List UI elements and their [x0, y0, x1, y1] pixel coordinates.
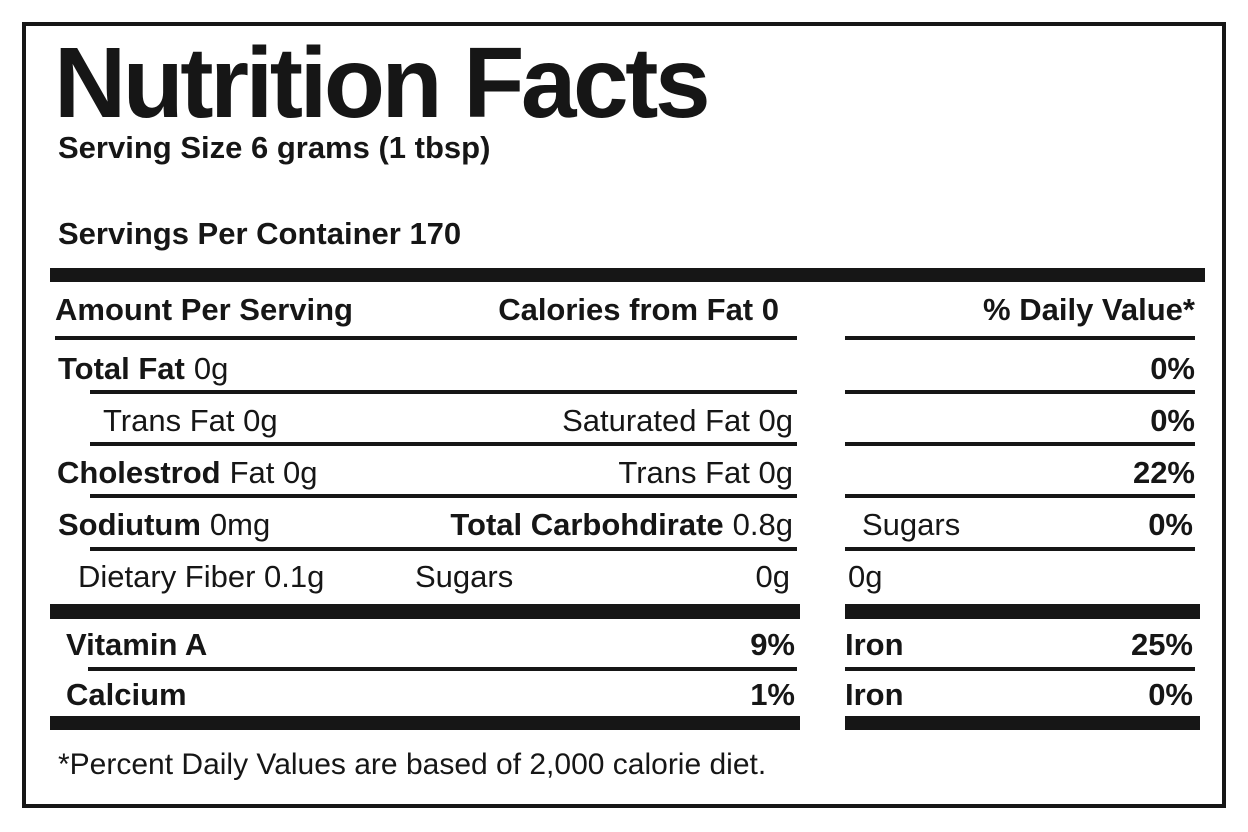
nutrient-name: Total Fat	[58, 351, 185, 386]
nutrient-right-value: 0g	[848, 559, 883, 594]
nutrient-row-sodiutum: Sodiutum 0mg	[58, 507, 270, 543]
thick-rule-bottom-right	[845, 716, 1200, 730]
divider-line	[90, 494, 797, 498]
nutrient-name: Total Carbohdirate	[450, 507, 724, 542]
nutrient-row-total-fat: Total Fat 0g	[58, 351, 228, 387]
nutrient-value: 0mg	[209, 507, 271, 542]
header-row-left: Amount Per Serving Calories from Fat 0	[55, 292, 797, 328]
nutrient-mid-sugars: Sugars 0g	[408, 559, 793, 595]
vitamin-percent: 9%	[750, 627, 795, 662]
thick-rule-mid-left	[50, 604, 800, 619]
nutrient-value: 0.8g	[732, 507, 793, 542]
daily-value-percent: 22%	[1132, 455, 1195, 490]
divider-line	[90, 547, 797, 551]
nutrient-name: Sugars	[862, 507, 961, 542]
label-title: Nutrition Facts	[54, 27, 711, 139]
nutrient-value: 0g	[193, 351, 229, 386]
vitamin-row-right: Iron 25%	[845, 627, 1193, 663]
nutrient-name: Sugars	[415, 559, 514, 594]
servings-per-container-text: Servings Per Container 170	[58, 216, 462, 251]
divider-line	[845, 336, 1195, 340]
divider-line	[90, 442, 797, 446]
vitamin-row-left: Calcium 1%	[66, 677, 795, 713]
vitamin-percent: 25%	[1130, 627, 1193, 662]
nutrient-mid-total-carbohdirate: Total Carbohdirate 0.8g	[50, 507, 797, 543]
header-calories-from-fat: Calories from Fat 0	[498, 292, 779, 327]
thick-rule-top	[50, 268, 1205, 282]
serving-size-text: Serving Size 6 grams (1 tbsp)	[58, 130, 491, 165]
divider-line	[845, 547, 1195, 551]
vitamin-row-right: Iron 0%	[845, 677, 1193, 713]
nutrient-name: Sodiutum	[58, 507, 201, 542]
label-border	[22, 22, 1226, 808]
divider-line	[845, 494, 1195, 498]
divider-line	[90, 390, 797, 394]
nutrient-mid-trans-fat: Trans Fat 0g	[618, 455, 793, 490]
divider-line	[845, 667, 1195, 671]
daily-value-percent: 0%	[1150, 351, 1195, 386]
nutrient-value: Fat 0g	[229, 455, 318, 490]
nutrient-name: Cholestrod	[57, 455, 221, 490]
daily-value-percent: 0%	[1150, 403, 1195, 438]
vitamin-name: Calcium	[66, 677, 187, 712]
divider-line	[88, 667, 797, 671]
vitamin-row-left: Vitamin A 9%	[66, 627, 795, 663]
daily-value-footnote: *Percent Daily Values are based of 2,000…	[58, 748, 767, 781]
vitamin-percent: 0%	[1148, 677, 1193, 712]
vitamin-percent: 1%	[750, 677, 795, 712]
thick-rule-bottom-left	[50, 716, 800, 730]
daily-value-percent: 0%	[1148, 507, 1193, 542]
header-amount-per-serving: Amount Per Serving	[55, 292, 353, 327]
divider-line	[55, 336, 797, 340]
nutrient-mid-saturated-fat: Saturated Fat 0g	[562, 403, 793, 438]
vitamin-name: Iron	[845, 627, 904, 662]
vitamin-name: Vitamin A	[66, 627, 208, 662]
nutrient-row-trans-fat: Trans Fat 0g	[103, 403, 278, 438]
divider-line	[845, 442, 1195, 446]
nutrient-right-sugars: Sugars 0%	[845, 507, 1195, 543]
nutrient-value: 0g	[755, 559, 790, 594]
nutrient-row-dietary-fiber: Dietary Fiber 0.1g	[78, 559, 325, 594]
nutrient-row-cholestrod: Cholestrod Fat 0g	[57, 455, 318, 491]
header-daily-value: % Daily Value*	[983, 292, 1195, 327]
divider-line	[845, 390, 1195, 394]
vitamin-name: Iron	[845, 677, 904, 712]
thick-rule-mid-right	[845, 604, 1200, 619]
